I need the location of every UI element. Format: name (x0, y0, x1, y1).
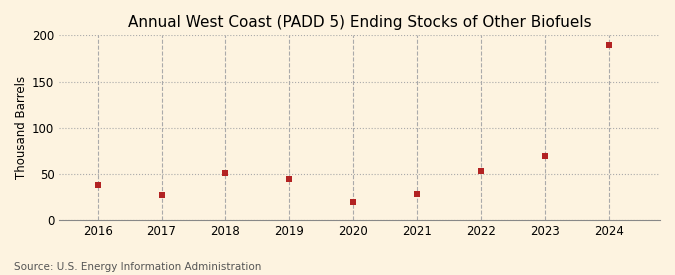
Point (412, 192, 423, 196)
Point (476, 169, 487, 173)
Point (348, 199, 358, 204)
Title: Annual West Coast (PADD 5) Ending Stocks of Other Biofuels: Annual West Coast (PADD 5) Ending Stocks… (128, 15, 591, 30)
Point (539, 154, 550, 159)
Point (92, 183, 103, 187)
Point (284, 176, 295, 181)
Point (603, 42, 614, 47)
Point (156, 193, 167, 197)
Text: Source: U.S. Energy Information Administration: Source: U.S. Energy Information Administ… (14, 262, 261, 272)
Y-axis label: Thousand Barrels: Thousand Barrels (15, 76, 28, 179)
Point (220, 171, 231, 175)
